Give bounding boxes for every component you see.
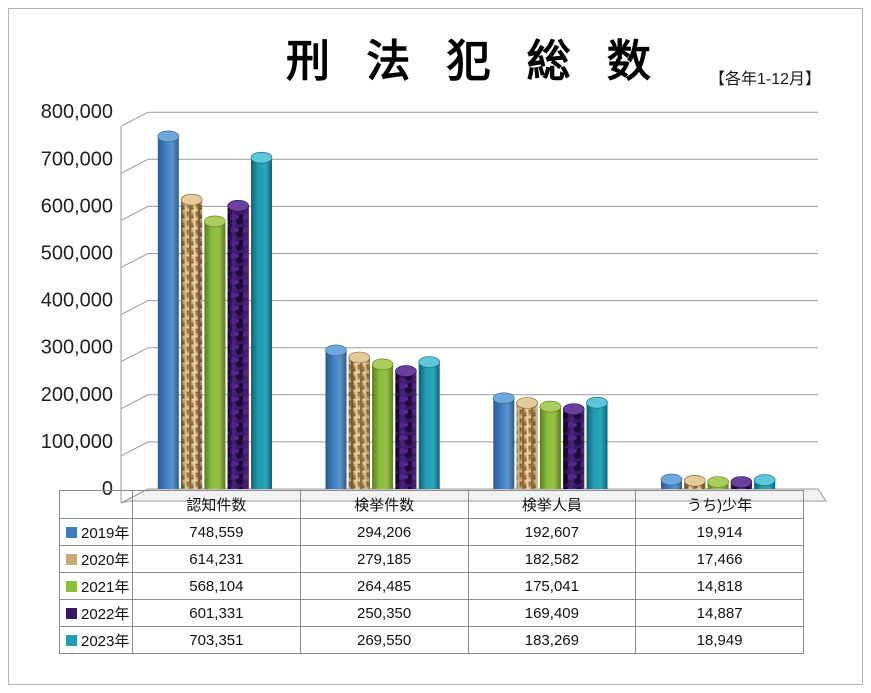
svg-text:600,000: 600,000 (41, 195, 113, 217)
svg-text:400,000: 400,000 (41, 290, 113, 312)
svg-text:500,000: 500,000 (41, 243, 113, 265)
svg-text:800,000: 800,000 (41, 101, 113, 123)
svg-text:700,000: 700,000 (41, 148, 113, 170)
svg-text:300,000: 300,000 (41, 337, 113, 359)
svg-text:100,000: 100,000 (41, 431, 113, 453)
svg-text:200,000: 200,000 (41, 384, 113, 406)
